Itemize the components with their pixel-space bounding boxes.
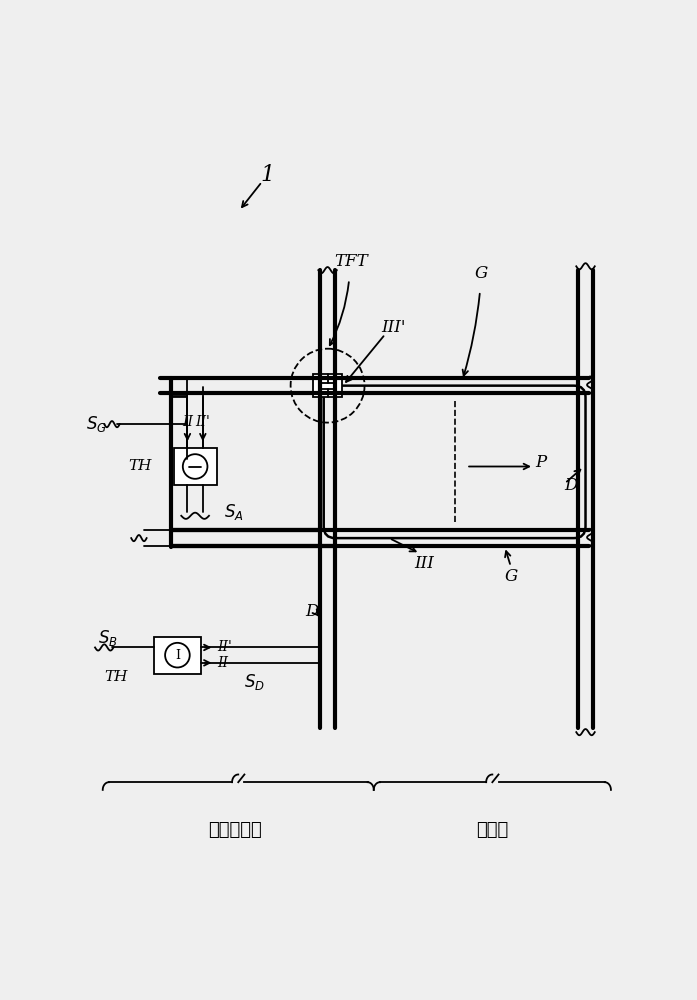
Circle shape xyxy=(183,454,208,479)
Text: TFT: TFT xyxy=(334,253,367,270)
Bar xyxy=(154,637,201,674)
Text: 1: 1 xyxy=(261,164,275,186)
Text: 周边线路区: 周边线路区 xyxy=(208,821,262,839)
Text: G: G xyxy=(475,265,488,282)
Text: $S_D$: $S_D$ xyxy=(244,672,265,692)
Text: P: P xyxy=(535,454,546,471)
Text: $S_G$: $S_G$ xyxy=(86,414,107,434)
Text: G: G xyxy=(504,568,517,585)
Text: I: I xyxy=(175,649,180,662)
Circle shape xyxy=(165,643,190,667)
Text: II: II xyxy=(217,656,229,670)
Text: D: D xyxy=(565,477,578,494)
Text: III': III' xyxy=(381,319,405,336)
Text: TH: TH xyxy=(104,670,128,684)
Bar xyxy=(174,448,217,485)
Text: $S_B$: $S_B$ xyxy=(98,628,118,648)
Text: $S_A$: $S_A$ xyxy=(224,502,243,522)
Bar xyxy=(313,374,342,397)
Text: II': II' xyxy=(195,415,210,429)
Text: III: III xyxy=(414,555,434,572)
Text: D: D xyxy=(305,603,319,620)
Text: 像素区: 像素区 xyxy=(476,821,509,839)
Text: II': II' xyxy=(217,640,232,654)
Text: II: II xyxy=(182,415,193,429)
Text: TH: TH xyxy=(129,460,152,474)
